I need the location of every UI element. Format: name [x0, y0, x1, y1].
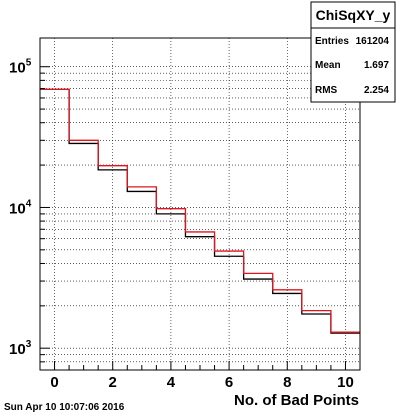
series-group — [40, 88, 360, 334]
stats-box-frame — [310, 1, 396, 103]
x-tick-label: 2 — [109, 374, 117, 391]
axis-ticks — [39, 66, 361, 371]
timestamp: Sun Apr 10 10:07:06 2016 — [4, 402, 125, 413]
x-axis-title: No. of Bad Points — [234, 392, 359, 409]
y-tick-label: 104 — [9, 198, 32, 217]
stats-title: ChiSqXY_y — [316, 7, 391, 23]
stats-mean-label: Mean — [315, 60, 341, 71]
y-tick-labels: 103 104 105 — [9, 58, 32, 358]
x-tick-label: 6 — [225, 374, 233, 391]
stats-entries-label: Entries — [315, 36, 349, 47]
x-tick-label: 0 — [50, 374, 58, 391]
series-step-line-0 — [40, 88, 360, 334]
y-tick-label: 105 — [9, 58, 32, 77]
stats-entries-value: 161204 — [356, 36, 390, 47]
x-tick-label: 10 — [337, 374, 354, 391]
stats-rms-label: RMS — [315, 85, 338, 96]
x-tick-label: 4 — [167, 374, 176, 391]
stats-mean-value: 1.697 — [364, 60, 389, 71]
x-tick-label: 8 — [283, 374, 291, 391]
y-tick-label: 103 — [9, 339, 32, 358]
x-tick-labels: 0 2 4 6 8 10 — [50, 374, 353, 391]
stats-box: ChiSqXY_y Entries 161204 Mean 1.697 RMS … — [310, 1, 396, 103]
stats-rms-value: 2.254 — [364, 85, 389, 96]
series-step-line-1 — [40, 88, 360, 333]
